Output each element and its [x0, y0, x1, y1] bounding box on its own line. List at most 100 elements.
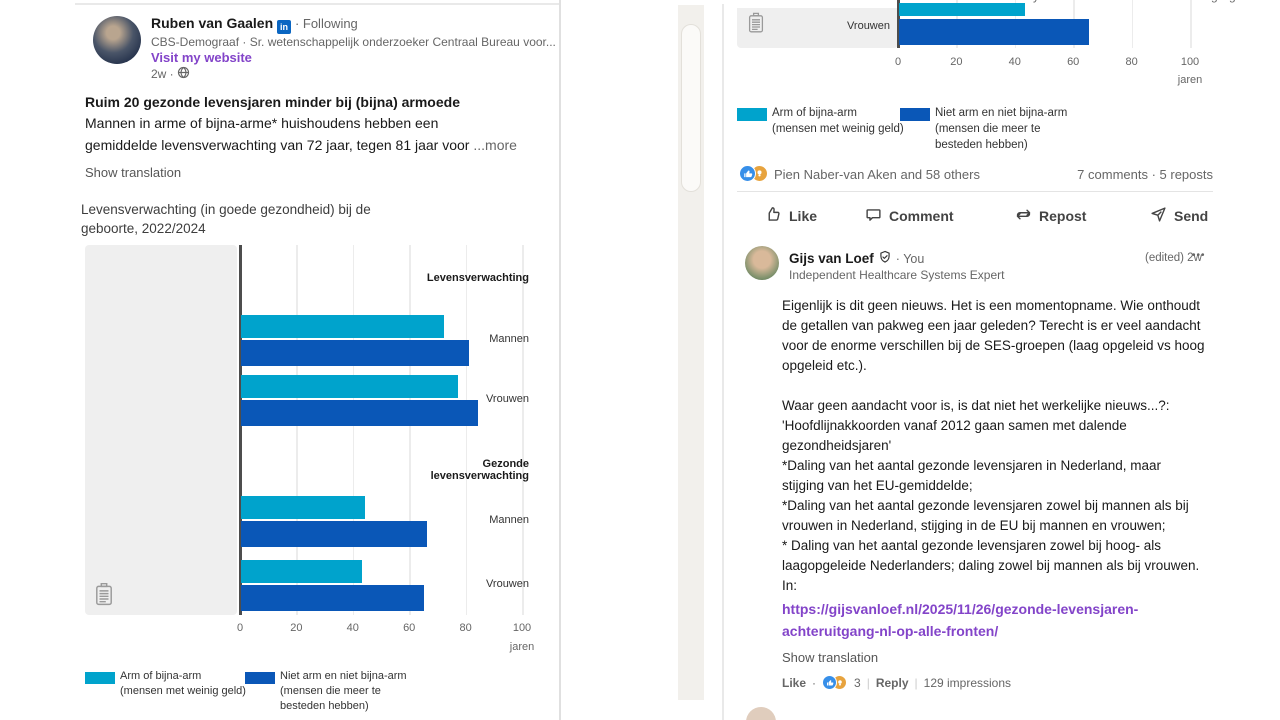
x-tick-label: 60 [403, 622, 416, 634]
legend-label-arm: Arm of bijna-arm (mensen met weinig geld… [120, 670, 246, 697]
like-reaction-icon[interactable] [739, 165, 756, 182]
bar-arm-Levensverwachting-Mannen [241, 315, 445, 338]
x-tick-label: 20 [290, 622, 303, 634]
comment-like-button[interactable]: Like [782, 676, 807, 690]
life-expectancy-chart: 0 20 40 60 80 100 jaren Levensverwachting Mannen… [85, 245, 545, 653]
category-label: Vrouwen [485, 393, 529, 405]
legend-label-niet-arm: Niet arm en niet bijna-arm (mensen die m… [935, 107, 1068, 151]
x-tick-label: 60 [1067, 56, 1080, 68]
author-headline: CBS-Demograaf · Sr. wetenschappelijk ond… [151, 35, 556, 49]
x-tick-label: 40 [346, 622, 359, 634]
comment-body: Eigenlijk is dit geen nieuws. Het is een… [782, 298, 1205, 593]
gridline-80 [1131, 0, 1134, 48]
comment-footer: Like · 3 | Reply | 129 impressions [782, 675, 1012, 691]
reply-button[interactable]: Reply [875, 676, 909, 690]
send-icon [1150, 206, 1167, 226]
legend-swatch-arm [85, 672, 115, 684]
send-button[interactable]: Send [1150, 206, 1208, 226]
website-link[interactable]: Visit my website [151, 50, 252, 65]
bar-niet-arm-Levensverwachting-Vrouwen [241, 400, 478, 426]
repost-icon [1015, 206, 1032, 226]
like-button[interactable]: Like [765, 206, 817, 226]
comment-options-menu[interactable]: ••• [1192, 250, 1206, 261]
x-tick-label: 80 [1125, 56, 1138, 68]
comment-repost-counts[interactable]: 7 comments · 5 reposts [1077, 167, 1213, 182]
cbs-logo-icon [745, 11, 767, 40]
following-label[interactable]: · Following [294, 16, 358, 31]
x-tick-label: 80 [459, 622, 472, 634]
bar-niet-arm-Gezonde levensverwachting-Vrouwen [241, 585, 425, 611]
avatar[interactable] [93, 16, 141, 64]
action-bar: Like Comment Repost Sen [737, 198, 1213, 234]
legend-swatch-arm [737, 108, 767, 121]
bar-niet-arm-Levensverwachting-Mannen [241, 340, 470, 366]
commenter-avatar[interactable] [745, 246, 779, 280]
dot-separator: · [812, 676, 817, 690]
bar-arm-Gezonde levensverwachting-Mannen [241, 496, 366, 519]
category-label: Mannen [489, 333, 529, 345]
chart-title: Levensverwachting (in goede gezondheid) … [81, 202, 371, 236]
post-body-text: Mannen in arme of bijna-arme* huishouden… [85, 115, 470, 153]
category-label: Vrouwen [485, 578, 529, 590]
see-more-button[interactable]: ...more [473, 137, 517, 153]
left-card-top-border [75, 3, 560, 5]
gridline-100 [1190, 0, 1192, 48]
divider [737, 191, 1213, 192]
x-tick-label: 100 [1180, 56, 1200, 68]
x-tick-label: 0 [894, 56, 902, 68]
next-commenter-avatar [746, 707, 776, 720]
chart-fragment: 0 20 40 60 80 100 jaren Vrouwen [737, 0, 1213, 86]
comment-button[interactable]: Comment [865, 206, 954, 226]
x-tick-label: 20 [950, 56, 963, 68]
edited-timestamp: (edited) 2w [1145, 252, 1202, 264]
bar-arm-Levensverwachting-Vrouwen [241, 375, 459, 398]
bar-niet-arm-Gezonde levensverwachting-Mannen [241, 521, 428, 547]
bar-niet-arm-fragment [899, 19, 1089, 45]
comment-reactions[interactable] [822, 675, 848, 691]
gridline-20 [296, 245, 298, 615]
show-translation-button[interactable]: Show translation [782, 650, 879, 665]
chart-category-panel [85, 245, 237, 615]
cbs-logo-icon [93, 581, 115, 613]
impressions-count: 129 impressions [923, 676, 1012, 690]
x-axis-unit-label: jaren [509, 641, 535, 653]
like-label: Like [789, 208, 818, 224]
send-label: Send [1174, 208, 1209, 224]
post-title: Ruim 20 gezonde levensjaren minder bij (… [85, 94, 460, 110]
comment-content: Eigenlijk is dit geen nieuws. Het is een… [782, 296, 1220, 691]
scrollbar-thumb[interactable] [681, 24, 701, 192]
y-axis-line [897, 0, 900, 48]
commenter-headline: Independent Healthcare Systems Expert [789, 268, 1005, 282]
post-age: 2w · [151, 67, 174, 81]
gridline-40 [352, 245, 355, 615]
repost-button[interactable]: Repost [1015, 206, 1086, 226]
gridline-100 [522, 245, 524, 615]
comment-link[interactable]: https://gijsvanloef.nl/2025/11/26/gezond… [782, 601, 1139, 639]
chart-category-panel [737, 8, 898, 48]
you-label: · You [895, 251, 925, 266]
author-name[interactable]: Ruben van Gaalen [151, 15, 274, 31]
legend-label-niet-arm: Niet arm en niet bijna-arm (mensen die m… [280, 670, 407, 712]
show-translation-button[interactable]: Show translation [85, 165, 182, 180]
category-label: Mannen [489, 514, 529, 526]
linkedin-icon: in [277, 20, 292, 34]
comment-label: Comment [889, 208, 954, 224]
x-tick-label: 100 [512, 622, 532, 634]
bar-arm-Gezonde levensverwachting-Vrouwen [241, 560, 363, 583]
bar-arm-fragment [899, 3, 1025, 16]
post-body: Mannen in arme of bijna-arme* huishouden… [85, 112, 545, 156]
commenter-name[interactable]: Gijs van Loef [789, 251, 874, 266]
comment-author-row: Gijs van Loef · You [789, 250, 924, 267]
reactors-label[interactable]: Pien Naber-van Aken and 58 others [774, 167, 980, 182]
x-axis-unit-label: jaren [1177, 74, 1203, 86]
comment-icon [865, 206, 882, 226]
gridline-60 [409, 245, 411, 615]
repost-label: Repost [1039, 208, 1087, 224]
x-tick-label: 40 [1008, 56, 1021, 68]
category-label: Vrouwen [846, 20, 890, 32]
gridline-80 [465, 245, 468, 615]
legend-swatch-niet-arm [245, 672, 275, 684]
comment-like-count: 3 [854, 676, 861, 690]
left-card-right-border [559, 0, 561, 720]
